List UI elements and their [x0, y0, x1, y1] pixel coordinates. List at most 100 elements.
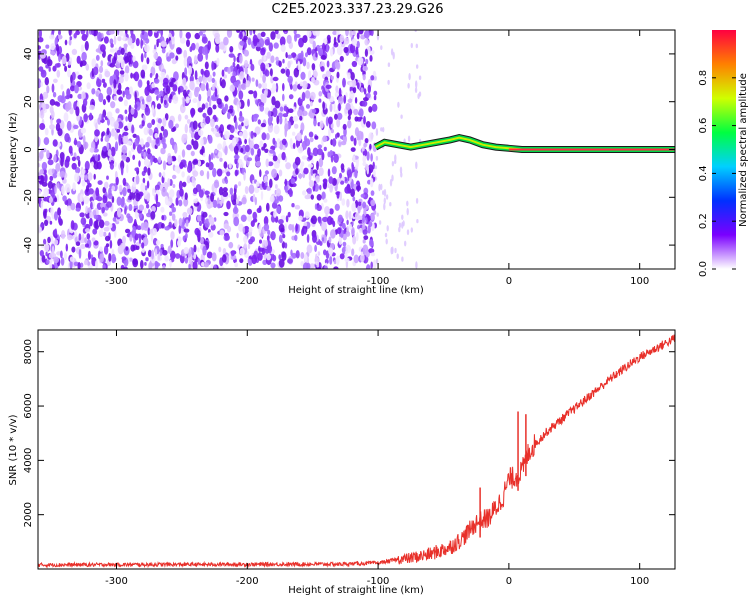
noise-speckle	[161, 215, 165, 221]
noise-speckle	[120, 160, 125, 170]
noise-speckle	[281, 138, 287, 145]
noise-speckle	[346, 183, 351, 192]
noise-speckle	[197, 160, 202, 167]
noise-speckle	[118, 136, 122, 146]
noise-speckle	[356, 32, 360, 40]
noise-speckle	[370, 199, 376, 207]
noise-speckle	[51, 168, 55, 174]
noise-speckle	[46, 259, 50, 265]
noise-speckle	[178, 217, 183, 227]
noise-speckle	[191, 176, 195, 184]
noise-speckle	[250, 63, 255, 71]
noise-speckle	[98, 92, 104, 103]
noise-speckle	[223, 161, 228, 169]
noise-speckle	[81, 91, 86, 101]
noise-speckle	[110, 146, 116, 157]
noise-speckle	[370, 30, 374, 37]
noise-speckle	[103, 36, 109, 44]
noise-speckle	[305, 104, 311, 109]
noise-speckle	[38, 78, 42, 89]
noise-speckle	[400, 114, 403, 119]
noise-speckle	[172, 126, 177, 132]
noise-speckle	[54, 239, 59, 246]
noise-speckle	[385, 194, 389, 200]
noise-speckle	[233, 145, 239, 155]
noise-speckle	[394, 159, 397, 165]
noise-speckle	[125, 116, 128, 122]
noise-speckle	[146, 57, 150, 65]
noise-speckle	[72, 234, 76, 240]
noise-speckle	[300, 122, 305, 132]
y-tick-label: 0	[23, 146, 34, 152]
noise-speckle	[363, 235, 369, 241]
noise-speckle	[185, 96, 190, 104]
noise-speckle	[86, 82, 91, 90]
noise-speckle	[320, 55, 327, 60]
noise-speckle	[38, 162, 41, 168]
noise-speckle	[147, 122, 152, 129]
noise-speckle	[98, 161, 102, 170]
noise-speckle	[258, 223, 262, 234]
noise-speckle	[333, 153, 339, 163]
x-tick-label: -100	[367, 576, 390, 587]
noise-speckle	[129, 234, 133, 242]
noise-speckle	[383, 197, 386, 205]
noise-speckle	[43, 137, 50, 146]
noise-speckle	[406, 200, 409, 207]
noise-speckle	[89, 217, 93, 227]
noise-speckle	[64, 133, 70, 143]
noise-speckle	[362, 239, 366, 244]
noise-speckle	[247, 208, 252, 215]
noise-speckle	[264, 240, 268, 247]
noise-speckle	[362, 74, 366, 81]
noise-speckle	[143, 159, 150, 166]
noise-speckle	[345, 92, 348, 98]
noise-speckle	[76, 55, 81, 64]
noise-speckle	[198, 129, 204, 136]
noise-speckle	[368, 248, 375, 254]
noise-speckle	[89, 112, 93, 121]
noise-speckle	[292, 84, 298, 92]
noise-speckle	[132, 181, 137, 188]
noise-speckle	[111, 253, 116, 264]
noise-speckle	[312, 30, 318, 36]
noise-speckle	[153, 157, 158, 164]
noise-speckle	[181, 149, 186, 158]
noise-speckle	[273, 125, 280, 135]
noise-speckle	[319, 241, 323, 246]
noise-speckle	[218, 127, 222, 134]
noise-speckle	[200, 159, 205, 165]
noise-speckle	[172, 174, 177, 180]
noise-speckle	[261, 81, 268, 89]
noise-speckle	[132, 55, 136, 63]
noise-speckle	[350, 147, 356, 153]
noise-speckle	[323, 265, 328, 269]
noise-speckle	[391, 160, 395, 167]
noise-speckle	[312, 169, 318, 175]
noise-speckle	[224, 130, 230, 140]
noise-speckle	[328, 176, 334, 184]
noise-speckle	[83, 259, 88, 266]
noise-speckle	[203, 69, 210, 78]
noise-speckle	[134, 91, 137, 102]
spectrogram-ylabel: Frequency (Hz)	[8, 112, 19, 188]
noise-speckle	[356, 185, 361, 191]
noise-speckle	[414, 30, 417, 33]
noise-speckle	[266, 186, 271, 191]
noise-speckle	[273, 42, 279, 49]
noise-speckle	[326, 43, 329, 53]
noise-speckle	[64, 183, 71, 193]
noise-speckle	[51, 128, 54, 136]
noise-speckle	[223, 211, 229, 217]
noise-speckle	[247, 98, 250, 107]
noise-speckle	[260, 190, 264, 201]
noise-speckle	[166, 56, 172, 62]
noise-speckle	[116, 49, 122, 56]
noise-speckle	[172, 207, 176, 213]
noise-speckle	[315, 266, 321, 269]
noise-speckle	[122, 177, 127, 186]
noise-speckle	[220, 131, 223, 138]
noise-speckle	[300, 252, 305, 259]
noise-speckle	[167, 245, 172, 254]
noise-speckle	[172, 84, 178, 92]
